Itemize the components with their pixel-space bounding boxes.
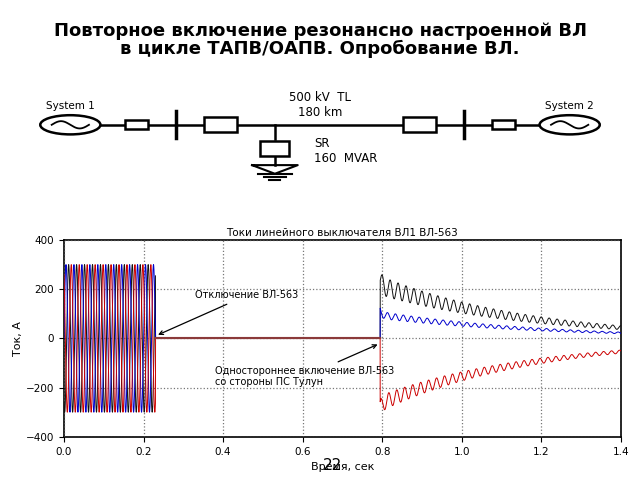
Text: System 2: System 2 <box>545 101 594 111</box>
Bar <box>492 120 515 129</box>
Text: System 1: System 1 <box>46 101 95 111</box>
Text: SR
160  MVAR: SR 160 MVAR <box>314 137 378 165</box>
Title: Токи линейного выключателя ВЛ1 ВЛ-563: Токи линейного выключателя ВЛ1 ВЛ-563 <box>227 228 458 238</box>
X-axis label: Время, сек: Время, сек <box>310 462 374 472</box>
Y-axis label: Ток, А: Ток, А <box>13 321 23 356</box>
Text: 500 kV  TL: 500 kV TL <box>289 91 351 104</box>
Circle shape <box>540 115 600 134</box>
Circle shape <box>40 115 100 134</box>
Text: Одностороннее включение ВЛ-563
со стороны ПС Тулун: Одностороннее включение ВЛ-563 со сторон… <box>215 345 394 387</box>
Text: в цикле ТАПВ/ОАПВ. Опробование ВЛ.: в цикле ТАПВ/ОАПВ. Опробование ВЛ. <box>120 39 520 58</box>
Bar <box>403 117 436 132</box>
Bar <box>125 120 148 129</box>
Bar <box>260 141 289 156</box>
Text: Отключение ВЛ-563: Отключение ВЛ-563 <box>159 290 298 335</box>
Text: 22: 22 <box>323 458 342 473</box>
Bar <box>204 117 237 132</box>
Text: 180 km: 180 km <box>298 106 342 119</box>
Text: Повторное включение резонансно настроенной ВЛ: Повторное включение резонансно настроенн… <box>54 22 586 40</box>
